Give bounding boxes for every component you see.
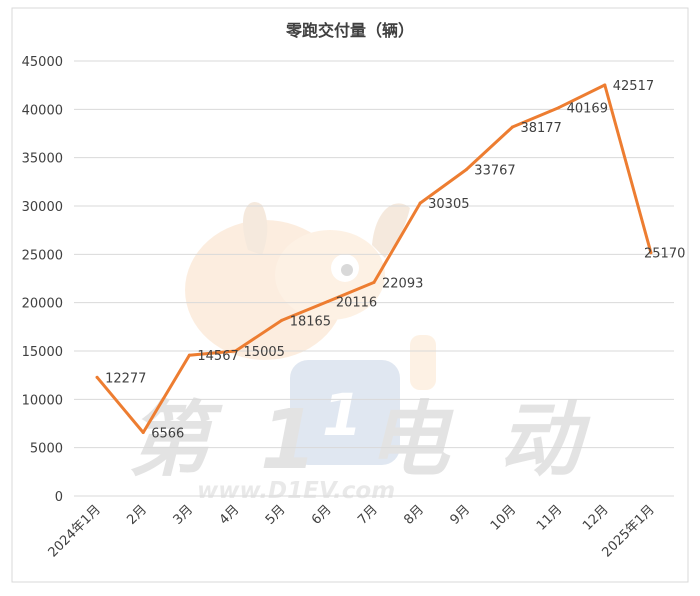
data-label: 18165 (290, 314, 331, 329)
chart-title: 零跑交付量（辆） (285, 21, 414, 40)
y-tick-label: 10000 (22, 393, 63, 408)
y-tick-label: 0 (55, 490, 63, 505)
data-point (372, 280, 376, 284)
data-point (557, 106, 561, 110)
data-point (280, 318, 284, 322)
y-tick-label: 45000 (22, 55, 63, 70)
data-point (187, 353, 191, 357)
watermark-url: www.D1EV.com (197, 478, 395, 504)
y-tick-label: 5000 (30, 442, 63, 457)
watermark: 1 第1电动 www.D1EV.com (128, 202, 631, 504)
data-label: 20116 (336, 296, 377, 311)
series-line (95, 83, 653, 435)
data-label: 42517 (613, 79, 654, 94)
data-point (418, 201, 422, 205)
y-axis-ticks: 0 5000 10000 15000 20000 25000 30000 35000 40000… (22, 55, 63, 505)
watermark-brand: 第1电动 (128, 393, 631, 488)
data-point (326, 300, 330, 304)
data-label: 12277 (105, 371, 146, 386)
y-tick-label: 35000 (22, 152, 63, 167)
data-point (464, 168, 468, 172)
svg-text:1: 1 (322, 381, 362, 449)
data-label: 30305 (428, 197, 469, 212)
data-point (510, 125, 514, 129)
data-label: 25170 (644, 247, 685, 262)
data-point (141, 431, 145, 435)
data-label: 38177 (520, 121, 561, 136)
data-labels: 12277 6566 14567 15005 18165 20116 22093 30305 3… (105, 79, 685, 442)
y-tick-label: 20000 (22, 297, 63, 312)
data-label: 22093 (382, 276, 423, 291)
watermark-mascot: 1 (185, 202, 436, 465)
data-label: 40169 (567, 102, 608, 117)
data-label: 6566 (151, 427, 184, 442)
y-tick-label: 15000 (22, 345, 63, 360)
data-label: 33767 (474, 164, 515, 179)
data-point (234, 349, 238, 353)
chart-border (11, 7, 689, 583)
y-tick-label: 40000 (22, 103, 63, 118)
data-point (95, 375, 99, 379)
data-label: 15005 (244, 345, 285, 360)
data-point (649, 251, 653, 255)
data-point (603, 83, 607, 87)
y-tick-label: 25000 (22, 248, 63, 263)
gridlines (74, 60, 674, 497)
y-tick-label: 30000 (22, 200, 63, 215)
data-label: 14567 (197, 349, 238, 364)
